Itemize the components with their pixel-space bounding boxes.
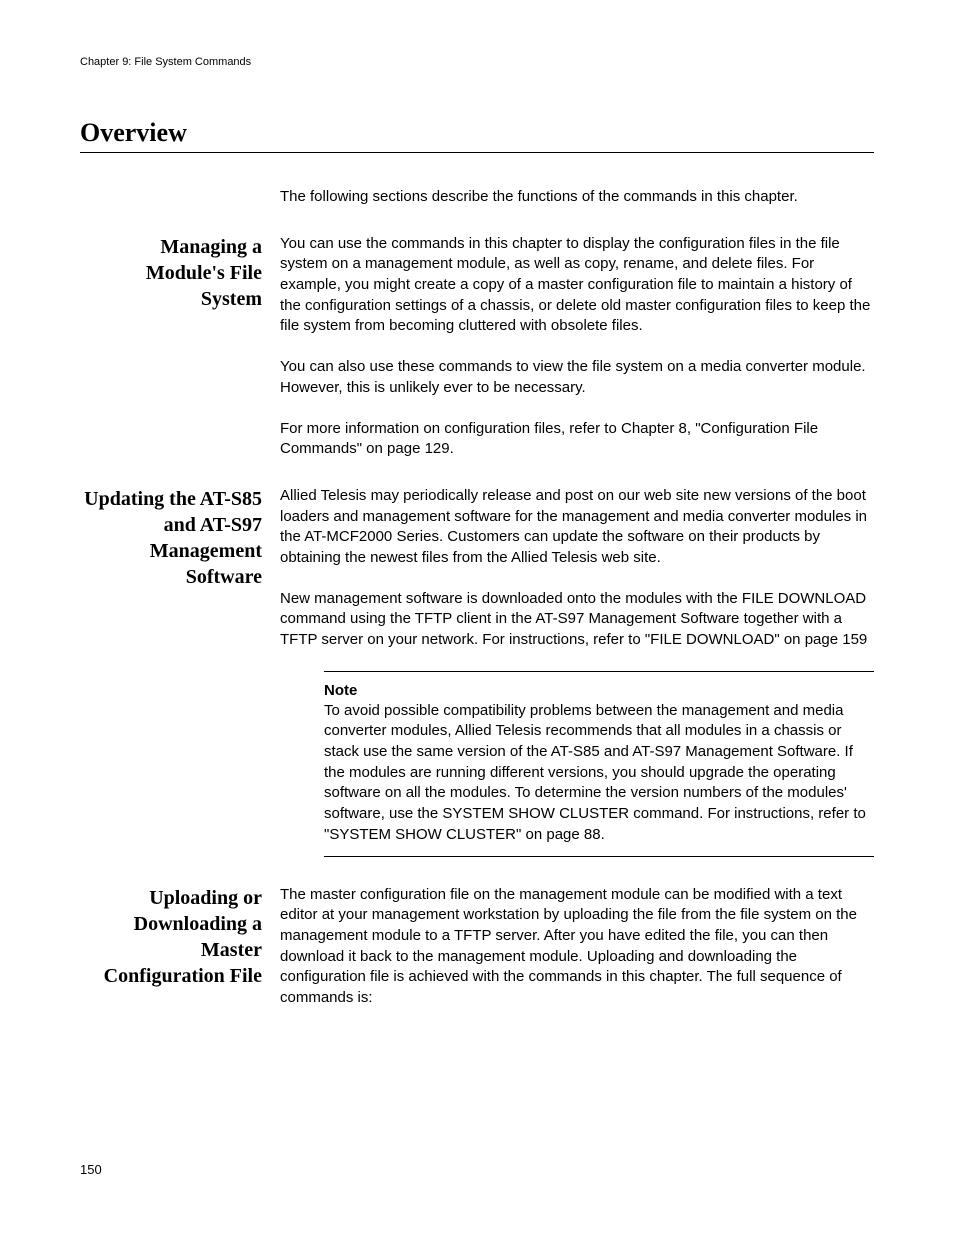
body-paragraph: For more information on configuration fi… — [280, 419, 874, 460]
body-paragraph: You can also use these commands to view … — [280, 357, 874, 398]
page-title: Overview — [80, 118, 874, 153]
body-paragraph: You can use the commands in this chapter… — [280, 234, 874, 337]
body-paragraph: The master configuration file on the man… — [280, 885, 874, 1009]
section-uploading: Uploading or Downloading a Master Config… — [80, 885, 874, 1009]
page-number: 150 — [80, 1162, 102, 1177]
running-header: Chapter 9: File System Commands — [80, 56, 874, 68]
note-body: To avoid possible compatibility problems… — [324, 701, 874, 846]
page: Chapter 9: File System Commands Overview… — [0, 0, 954, 1235]
section-heading: Updating the AT-S85 and AT-S97 Managemen… — [80, 486, 262, 590]
note-label: Note — [324, 682, 874, 699]
body-paragraph: Allied Telesis may periodically release … — [280, 486, 874, 569]
intro-row: The following sections describe the func… — [80, 187, 874, 208]
section-managing: Managing a Module's File System You can … — [80, 234, 874, 460]
section-heading: Managing a Module's File System — [80, 234, 262, 312]
body-paragraph: New management software is downloaded on… — [280, 589, 874, 651]
section-updating: Updating the AT-S85 and AT-S97 Managemen… — [80, 486, 874, 885]
intro-paragraph: The following sections describe the func… — [280, 187, 874, 208]
note-box: Note To avoid possible compatibility pro… — [324, 671, 874, 857]
section-heading: Uploading or Downloading a Master Config… — [80, 885, 262, 989]
